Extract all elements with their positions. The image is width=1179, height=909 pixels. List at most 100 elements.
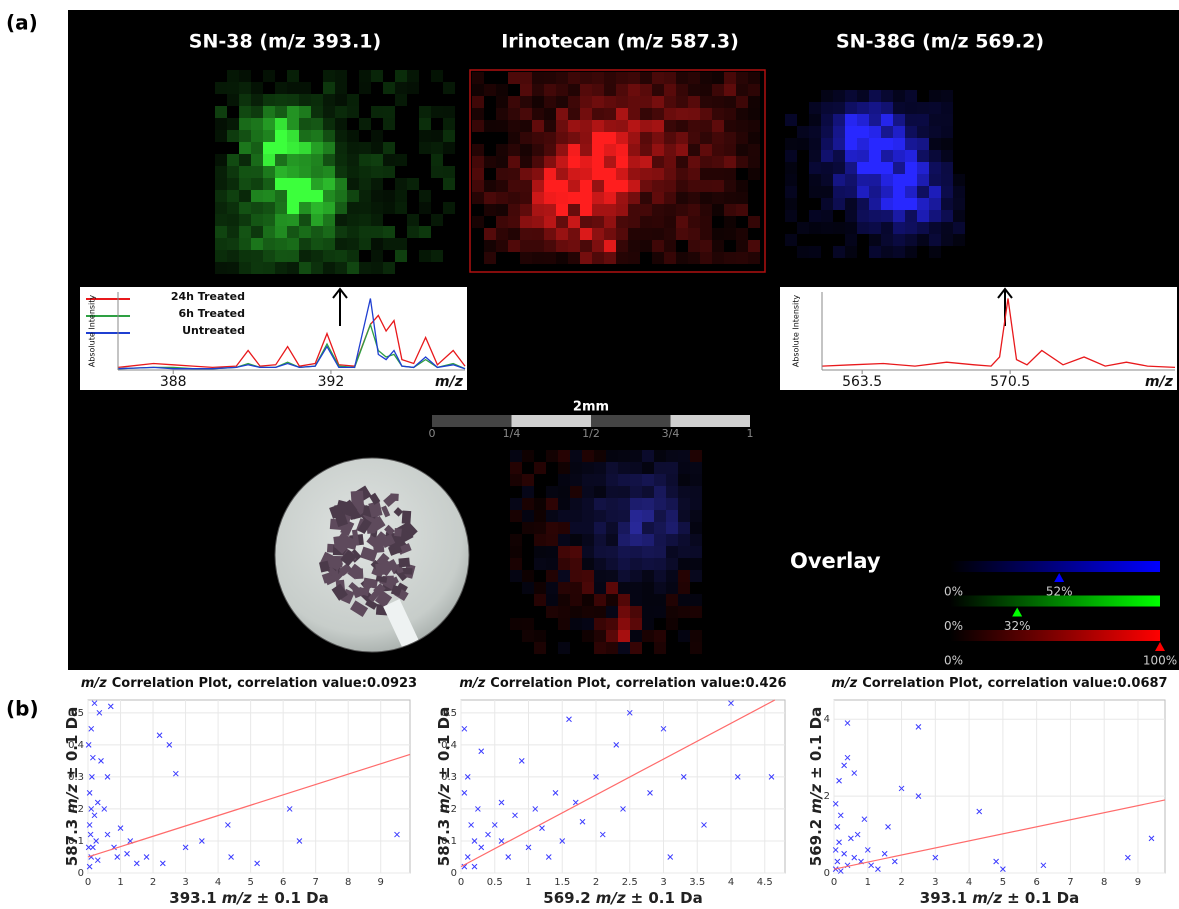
pixel: [431, 130, 443, 142]
pixel: [736, 84, 748, 96]
pixel: [407, 178, 419, 190]
pixel: [347, 130, 359, 142]
pixel: [724, 228, 736, 240]
pixel: [335, 130, 347, 142]
pixel: [534, 546, 546, 558]
pixel: [215, 262, 227, 274]
pixel: [905, 138, 917, 150]
pixel: [821, 126, 833, 138]
pixel: [472, 72, 484, 84]
pixel: [239, 166, 251, 178]
pixel: [594, 594, 606, 606]
tissue: [355, 568, 364, 580]
pixel: [604, 84, 616, 96]
pixel: [263, 130, 275, 142]
pixel: [299, 94, 311, 106]
pixel: [616, 132, 628, 144]
pixel: [640, 132, 652, 144]
pixel: [215, 226, 227, 238]
pixel: [239, 94, 251, 106]
pixel: [857, 126, 869, 138]
point: [844, 720, 851, 726]
x-tick-label: 0.5: [487, 877, 503, 888]
tissue: [374, 590, 393, 608]
pixel: [736, 252, 748, 264]
pixel: [371, 214, 383, 226]
point: [680, 774, 687, 780]
pixel: [594, 474, 606, 486]
pixel: [534, 630, 546, 642]
pixel: [917, 174, 929, 186]
pixel: [690, 534, 702, 546]
pixel: [251, 214, 263, 226]
scale-tick: 1/2: [582, 427, 600, 440]
pixel: [666, 606, 678, 618]
pixel: [712, 144, 724, 156]
tissue: [393, 507, 404, 517]
pixel: [215, 202, 227, 214]
x-tick-label: 3: [932, 877, 938, 888]
pixel: [347, 238, 359, 250]
pixel: [606, 498, 618, 510]
pixel: [604, 228, 616, 240]
x-tick-label: 3.5: [689, 877, 705, 888]
point: [91, 812, 98, 819]
pixel: [484, 228, 496, 240]
pixel: [335, 106, 347, 118]
pixel: [640, 216, 652, 228]
pixel: [508, 144, 520, 156]
point: [851, 854, 858, 861]
pixel: [239, 142, 251, 154]
pixel: [688, 72, 700, 84]
pixel: [534, 498, 546, 510]
pixel: [227, 94, 239, 106]
pixel: [251, 94, 263, 106]
point: [498, 838, 505, 844]
point: [172, 770, 179, 777]
pixel: [594, 630, 606, 642]
pixel: [821, 198, 833, 210]
pixel: [371, 238, 383, 250]
y-tick-label: 0.1: [441, 836, 457, 847]
pixel: [845, 90, 857, 102]
pixel: [905, 234, 917, 246]
point: [182, 844, 189, 851]
x-axis-label: 393.1 m/z ± 0.1 Da: [920, 889, 1079, 907]
pixel: [558, 570, 570, 582]
pixel: [311, 202, 323, 214]
scale-tick: 1/4: [503, 427, 521, 440]
pixel: [652, 72, 664, 84]
pixel: [472, 168, 484, 180]
pixel: [630, 606, 642, 618]
pixel: [809, 126, 821, 138]
pixel: [604, 204, 616, 216]
pixel: [508, 168, 520, 180]
pixel: [263, 70, 275, 82]
pixel: [712, 240, 724, 252]
pixel: [546, 558, 558, 570]
pixel: [227, 202, 239, 214]
x-tick-label: 5: [247, 877, 253, 888]
pixel: [568, 144, 580, 156]
pixel: [724, 96, 736, 108]
pixel: [736, 228, 748, 240]
pixel: [630, 462, 642, 474]
pixel: [532, 252, 544, 264]
y-tick-label: 0.2: [68, 804, 84, 815]
ion-image: [510, 450, 702, 654]
pixel: [905, 150, 917, 162]
pixel: [580, 192, 592, 204]
pixel: [712, 132, 724, 144]
pixel: [893, 186, 905, 198]
pixel: [785, 114, 797, 126]
point: [851, 770, 858, 776]
y-tick-label: 0.3: [68, 772, 84, 783]
pixel: [299, 154, 311, 166]
pixel: [359, 202, 371, 214]
pixel: [688, 132, 700, 144]
pixel: [347, 214, 359, 226]
pixel: [395, 190, 407, 202]
pixel: [664, 180, 676, 192]
pixel: [628, 132, 640, 144]
point: [478, 844, 485, 851]
